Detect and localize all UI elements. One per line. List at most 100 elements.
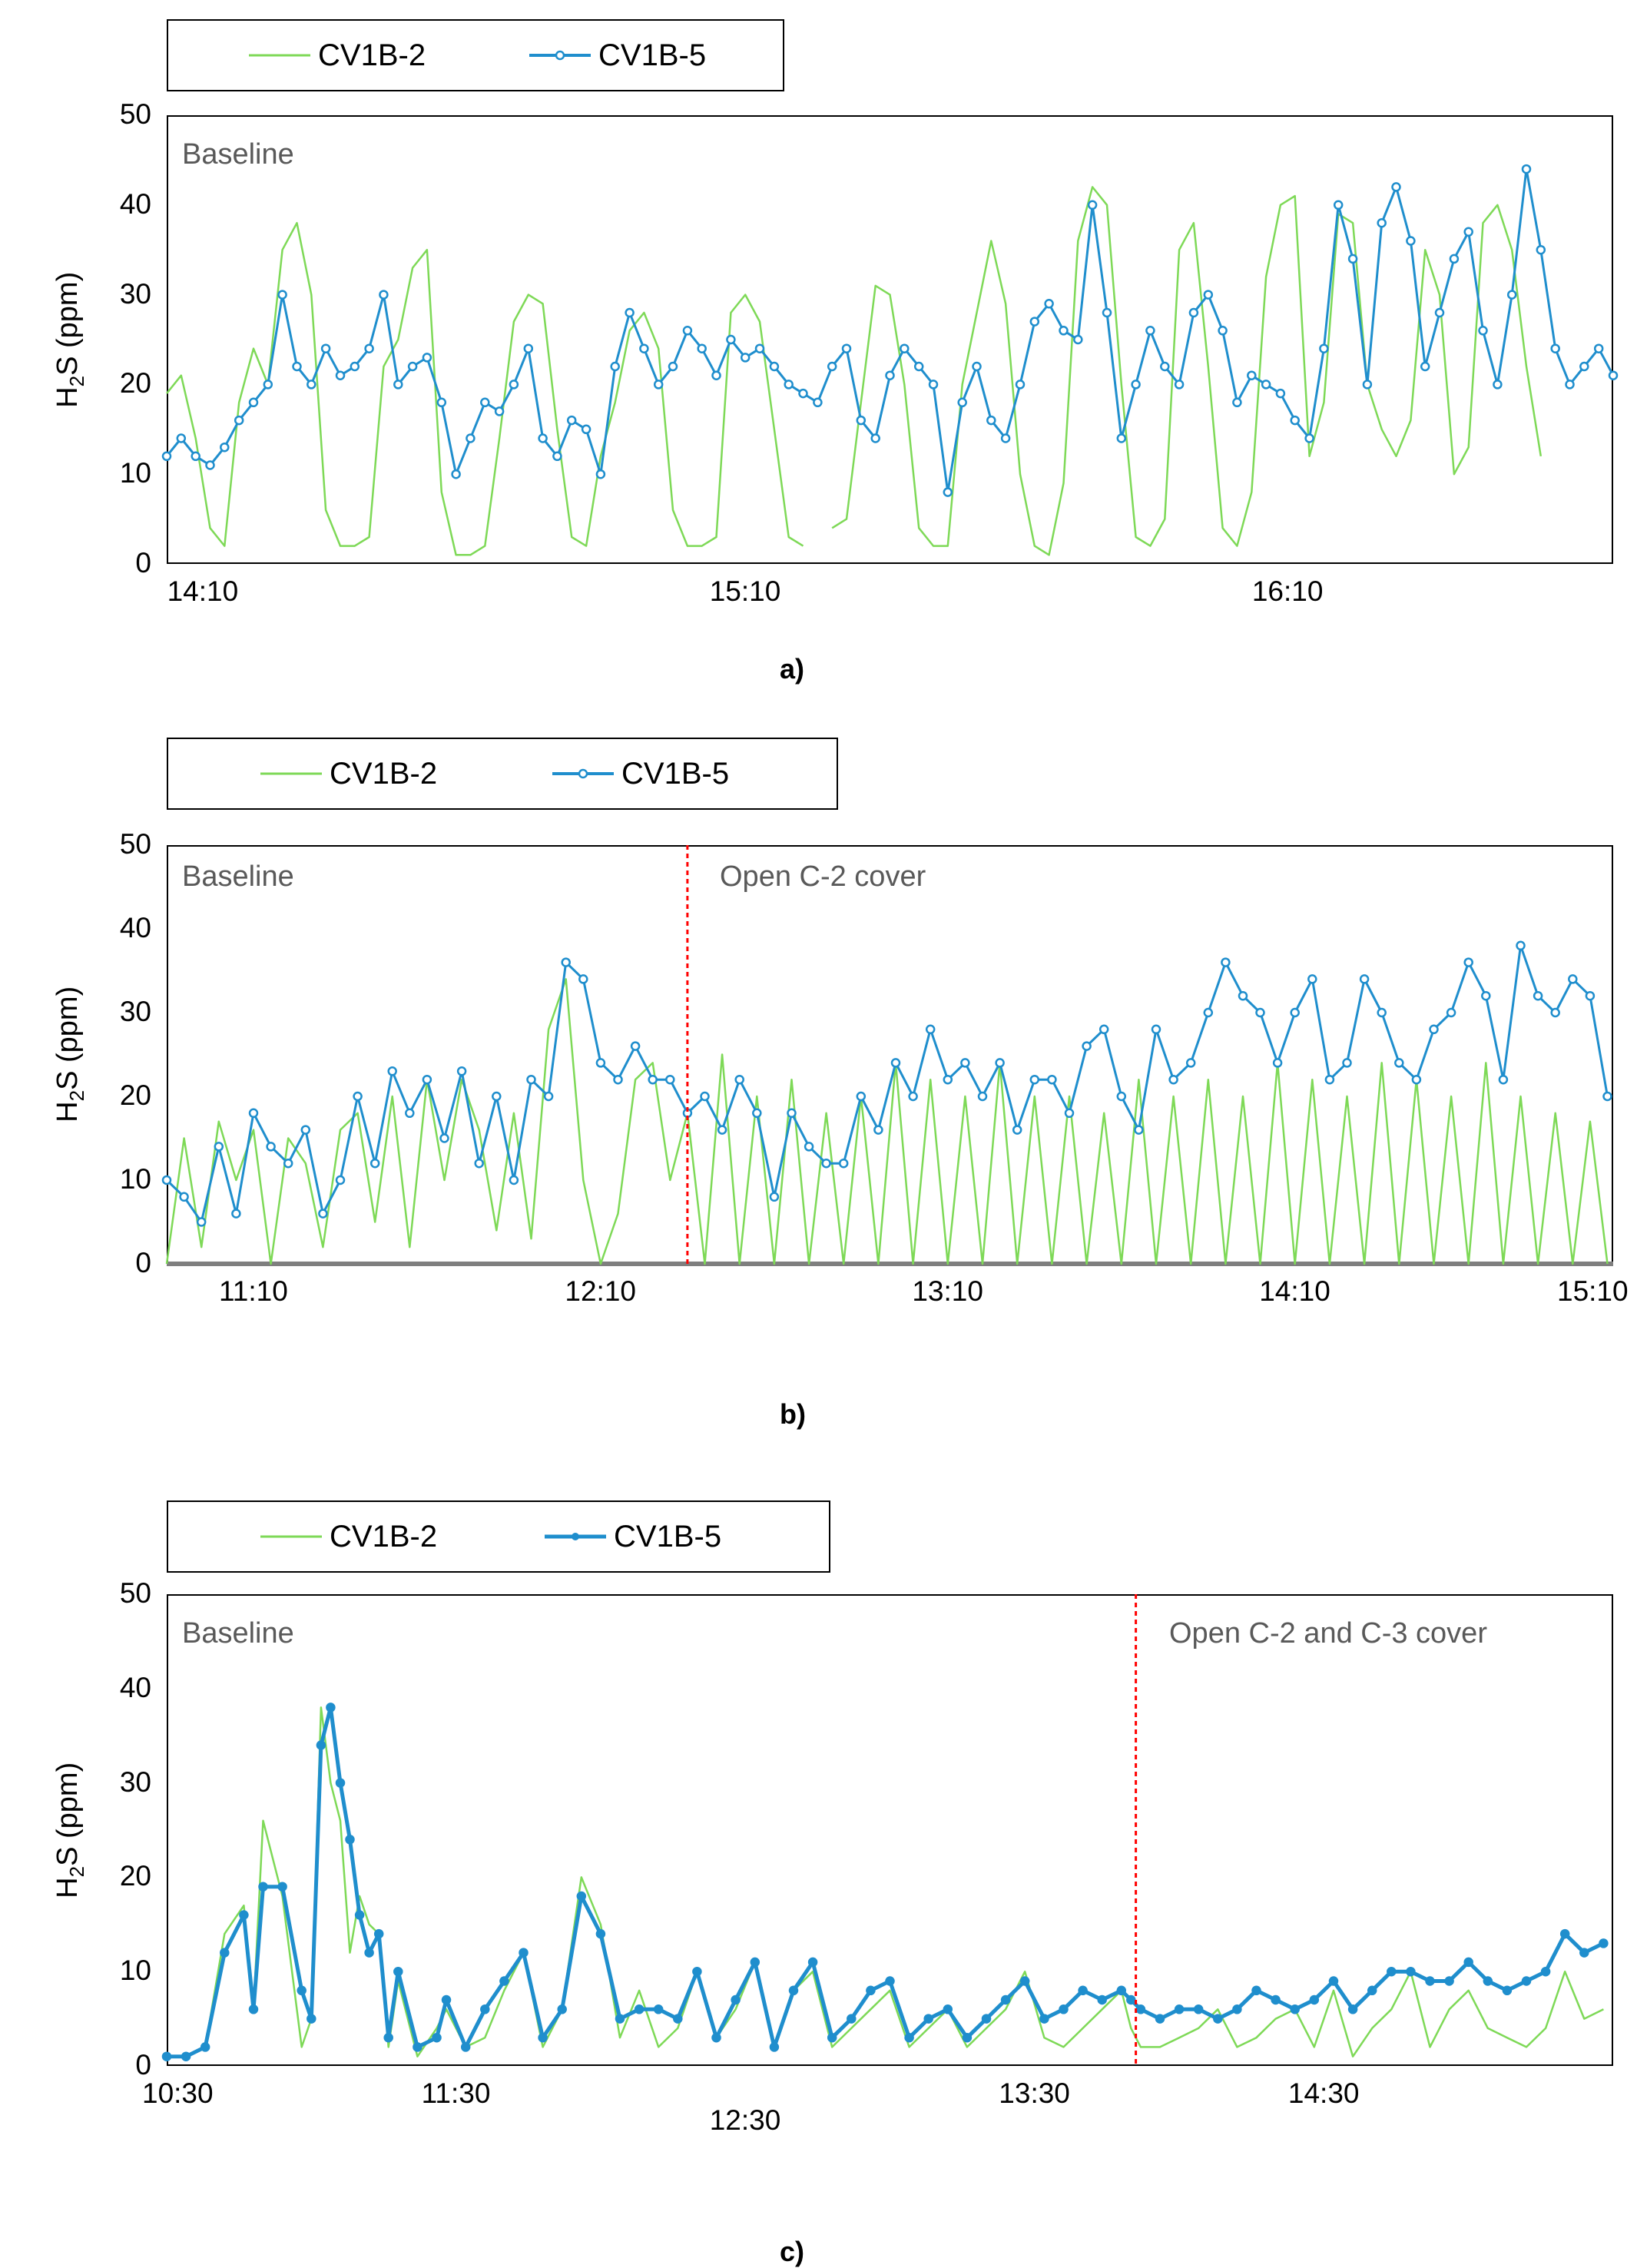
panel-caption: c): [780, 2236, 805, 2267]
data-point: [519, 1948, 529, 1958]
series-line-cv1b-2: [165, 978, 1609, 1265]
data-point: [1540, 1966, 1551, 1977]
data-point: [981, 2014, 992, 2024]
data-point: [353, 1091, 363, 1102]
data-point: [393, 1966, 403, 1977]
panel-caption: a): [780, 653, 805, 685]
data-point: [1493, 380, 1503, 390]
data-point: [1221, 957, 1231, 967]
data-point: [307, 2014, 316, 2024]
series-cv1b-5: [161, 164, 1619, 497]
x-tick-label: 16:10: [1251, 575, 1324, 607]
data-point: [526, 1074, 536, 1085]
data-point: [595, 469, 606, 479]
data-point: [1145, 326, 1155, 336]
data-point: [1367, 1985, 1377, 1996]
legend-item-cv1b2: CV1B-2: [260, 1502, 437, 1571]
y-tick-label: 0: [135, 547, 151, 579]
data-point: [856, 1091, 867, 1102]
data-point: [552, 451, 562, 462]
data-point: [1116, 433, 1127, 443]
data-point: [1420, 361, 1430, 372]
series-line-cv1b-5: [167, 1705, 1605, 2059]
data-point: [422, 1074, 432, 1085]
data-point: [1309, 1994, 1320, 2005]
data-point: [639, 343, 649, 353]
data-point: [1319, 343, 1329, 353]
data-point: [258, 1882, 268, 1892]
legend-item-cv1b2: CV1B-2: [260, 739, 437, 808]
data-point: [263, 380, 273, 390]
data-point: [925, 1024, 936, 1035]
data-point: [1255, 1007, 1265, 1018]
data-point: [1324, 1074, 1335, 1085]
data-point: [873, 1125, 883, 1135]
data-point: [1568, 974, 1578, 984]
data-point: [499, 1976, 509, 1986]
data-point: [326, 1703, 336, 1713]
data-point: [1082, 1041, 1092, 1051]
data-point: [277, 1882, 287, 1892]
data-point: [1565, 380, 1575, 390]
data-point: [1116, 1091, 1127, 1102]
data-point: [480, 397, 490, 408]
data-point: [383, 2032, 393, 2043]
y-tick-label: 20: [119, 367, 151, 400]
data-point: [986, 415, 996, 426]
chart-panel-c: CV1B-2 CV1B-5 c) H2S (ppm) 0 10 20 30 40 50 10:…: [0, 1475, 1637, 2267]
data-point: [181, 2051, 191, 2061]
data-point: [838, 1158, 849, 1169]
data-point: [711, 2032, 721, 2043]
data-point: [1333, 200, 1344, 211]
panel-caption: b): [780, 1398, 806, 1430]
data-point: [613, 1074, 623, 1085]
data-point: [900, 343, 910, 353]
data-point: [1444, 1976, 1454, 1986]
y-tick-label: 30: [119, 996, 151, 1027]
x-tick-label: 11:10: [218, 1275, 288, 1307]
legend-label: CV1B-5: [621, 756, 730, 791]
data-point: [1377, 1007, 1387, 1018]
series-cv1b-2: [166, 186, 1543, 556]
y-tick-label: 40: [119, 1671, 151, 1703]
data-point: [1155, 2014, 1165, 2024]
data-point: [1463, 957, 1473, 967]
data-point: [1593, 343, 1604, 353]
data-point: [1232, 2004, 1242, 2014]
data-point: [1521, 1976, 1532, 1986]
data-point: [1012, 1125, 1022, 1135]
data-point: [578, 974, 588, 984]
data-point: [711, 370, 721, 380]
data-point: [1483, 1976, 1493, 1986]
data-point: [1160, 361, 1170, 372]
legend-label: CV1B-2: [318, 38, 426, 72]
legend-swatch-cv1b2: [260, 772, 322, 775]
data-point: [754, 343, 765, 353]
data-point: [1550, 343, 1560, 353]
data-point: [697, 343, 707, 353]
series-line-cv1b-5: [165, 944, 1609, 1223]
data-point: [787, 1108, 797, 1119]
data-point: [648, 1074, 658, 1085]
y-tick-label: 20: [119, 1860, 151, 1892]
data-point: [393, 380, 403, 390]
data-point: [1347, 2004, 1358, 2014]
data-point: [1151, 1024, 1161, 1035]
data-point: [807, 1957, 818, 1968]
data-point: [460, 2042, 471, 2052]
data-point: [904, 2032, 914, 2043]
data-point: [1391, 182, 1401, 192]
data-point: [1579, 361, 1589, 372]
data-point: [1307, 974, 1317, 984]
data-point: [1064, 1108, 1075, 1119]
data-point: [1342, 1058, 1352, 1068]
data-point: [788, 1985, 799, 1996]
data-point: [1078, 1985, 1088, 1996]
legend-item-cv1b5: CV1B-5: [529, 21, 706, 90]
x-tick-label: 14:10: [167, 575, 239, 607]
data-point: [1193, 2004, 1204, 2014]
data-point: [1521, 164, 1532, 174]
data-point: [870, 433, 880, 443]
legend-label: CV1B-5: [598, 38, 707, 72]
y-tick-label: 40: [119, 912, 151, 943]
